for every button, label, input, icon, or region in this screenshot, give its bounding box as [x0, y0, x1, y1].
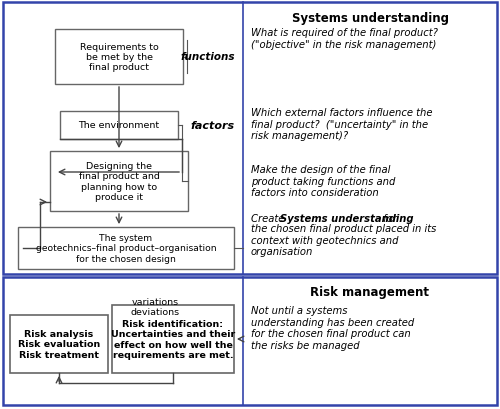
Text: the chosen final product placed in its
context with geotechnics and
organisation: the chosen final product placed in its c… [251, 223, 436, 256]
Text: Requirements to
be met by the
final product: Requirements to be met by the final prod… [80, 43, 158, 72]
Text: Risk identification:
Uncertainties and their
effect on how well the
requirements: Risk identification: Uncertainties and t… [111, 319, 235, 359]
Bar [60, 112, 178, 139]
Bar [3, 3, 497, 274]
Text: variations
deviations: variations deviations [130, 297, 180, 317]
Text: Which external factors influence the
final product?  ("uncertainty" in the
risk : Which external factors influence the fin… [251, 108, 432, 141]
Bar [50, 152, 188, 211]
Text: Risk analysis
Risk evaluation
Risk treatment: Risk analysis Risk evaluation Risk treat… [18, 329, 100, 359]
Bar [112, 305, 234, 373]
Text: Make the design of the final
product taking functions and
factors into considera: Make the design of the final product tak… [251, 164, 396, 198]
Text: Systems understanding: Systems understanding [292, 12, 448, 25]
Bar [3, 277, 497, 405]
Text: factors: factors [191, 121, 235, 131]
Text: functions: functions [180, 52, 235, 62]
Bar [55, 30, 183, 85]
Text: What is required of the final product?
("objective" in the risk management): What is required of the final product? (… [251, 28, 438, 49]
Bar [18, 227, 234, 270]
Text: The system
geotechnics–final product–organisation
for the chosen design: The system geotechnics–final product–org… [36, 234, 216, 263]
Text: for: for [380, 213, 398, 223]
Text: Risk management: Risk management [310, 285, 430, 298]
Bar [10, 315, 108, 373]
Text: Systems understanding: Systems understanding [280, 213, 413, 223]
Text: Not until a systems
understanding has been created
for the chosen final product : Not until a systems understanding has be… [251, 305, 414, 350]
Text: The environment: The environment [78, 121, 160, 130]
Text: Designing the
final product and
planning how to
produce it: Designing the final product and planning… [78, 162, 160, 202]
Text: Create: Create [251, 213, 288, 223]
